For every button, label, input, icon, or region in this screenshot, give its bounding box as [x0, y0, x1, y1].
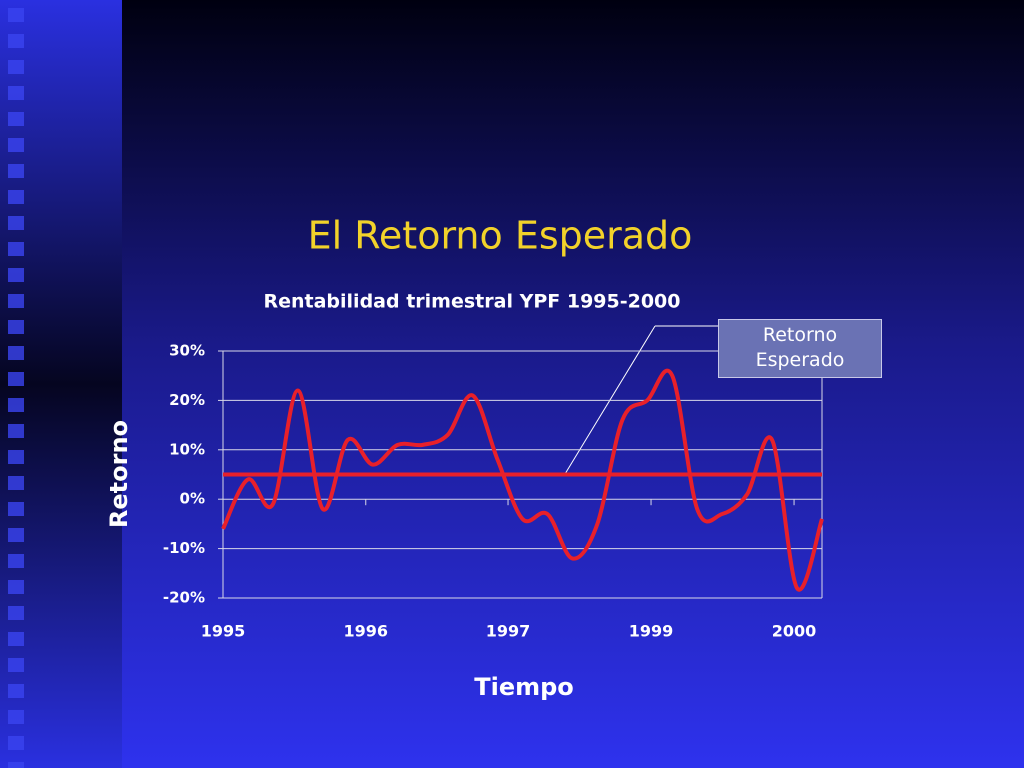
y-tick-label: 20%	[169, 391, 205, 409]
y-axis-title: Retorno	[105, 420, 133, 528]
x-tick-label: 2000	[772, 622, 817, 641]
annotation: Retorno Esperado	[718, 319, 882, 378]
y-tick-label: 0%	[180, 490, 205, 508]
y-tick-label: 30%	[169, 342, 205, 360]
x-tick-label: 1995	[201, 622, 246, 641]
y-tick-label: -20%	[163, 589, 205, 607]
side-squares	[0, 0, 30, 768]
x-tick-label: 1996	[343, 622, 388, 641]
chart-title: Rentabilidad trimestral YPF 1995-2000	[263, 291, 680, 313]
y-tick-label: -10%	[163, 539, 205, 557]
series-line	[221, 368, 824, 592]
x-tick-label: 1999	[629, 622, 674, 641]
y-tick-label: 10%	[169, 440, 205, 458]
slide-title: El Retorno Esperado	[308, 214, 693, 258]
x-axis-title: Tiempo	[474, 673, 574, 701]
x-tick-label: 1997	[486, 622, 531, 641]
